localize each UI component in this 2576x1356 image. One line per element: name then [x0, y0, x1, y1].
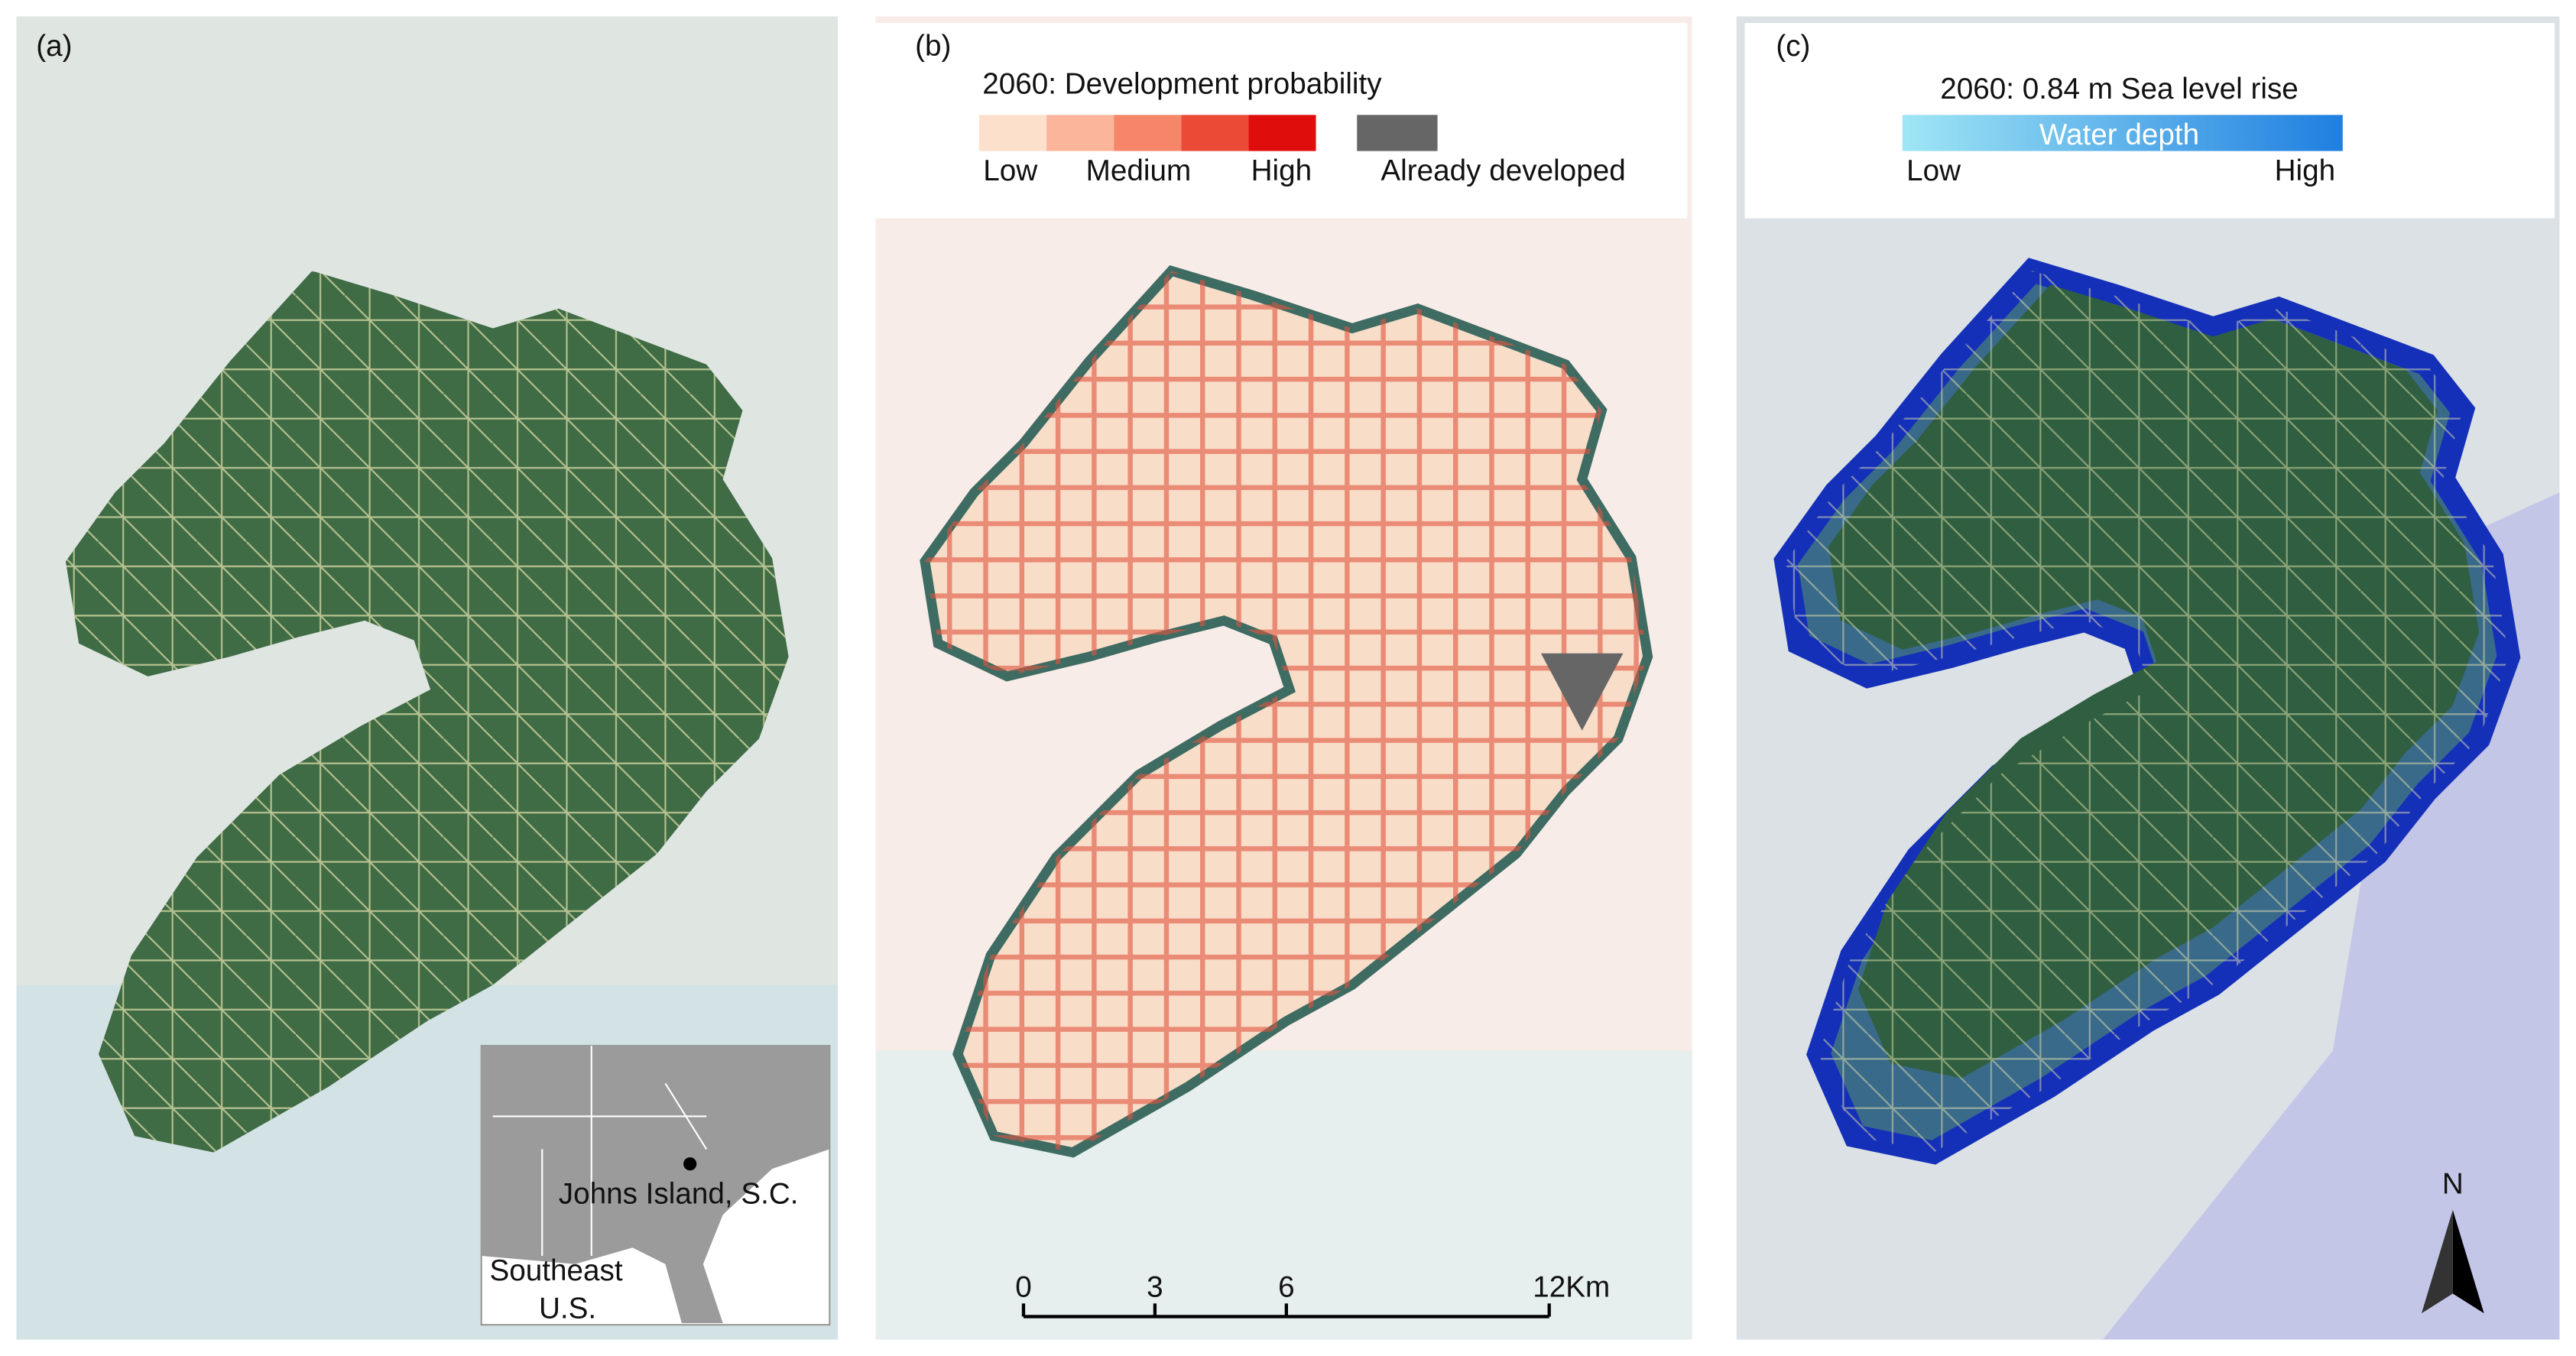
north-label: N	[2442, 1167, 2464, 1200]
legend-title: 2060: Development probability	[982, 67, 1382, 100]
scale-bar: 0 3 6 12 Km	[1015, 1271, 1610, 1319]
scale-label: 0	[1015, 1271, 1032, 1304]
panel-label: (a)	[36, 30, 72, 63]
legend-label: High	[1251, 154, 1312, 187]
inset-region: Southeast	[489, 1254, 622, 1287]
panel-c: (c) 2060: 0.84 m Sea level rise Water de…	[1736, 16, 2560, 1340]
panel-b: (b) 2060: Development probability Low Me…	[875, 16, 1692, 1340]
panel-a: (a) Johns Island, S.C. Southeast U.S.	[16, 16, 839, 1340]
legend-label: High	[2275, 154, 2336, 187]
scale-unit: Km	[1565, 1271, 1610, 1304]
legend-title: 2060: 0.84 m Sea level rise	[1940, 73, 2299, 105]
scale-label: 12	[1533, 1271, 1565, 1304]
north-arrow	[2452, 1209, 2484, 1314]
panel-label: (b)	[915, 30, 951, 63]
scale-label: 3	[1147, 1271, 1163, 1304]
legend-label: Already developed	[1380, 154, 1625, 187]
depth-bar	[1902, 115, 2343, 151]
depth-bar-label: Water depth	[2039, 118, 2199, 151]
legend-label: Medium	[1086, 154, 1192, 187]
inset-map: Johns Island, S.C. Southeast U.S.	[480, 1045, 831, 1326]
panel-label: (c)	[1776, 30, 1810, 63]
developed-area	[1540, 653, 1624, 731]
inset-place: Johns Island, S.C.	[559, 1177, 799, 1210]
inset-region: U.S.	[539, 1293, 596, 1325]
scale-label: 6	[1278, 1271, 1295, 1304]
legend-label: Low	[1906, 154, 1961, 187]
legend-label: Low	[983, 154, 1038, 187]
legend-swatches	[978, 115, 1438, 151]
